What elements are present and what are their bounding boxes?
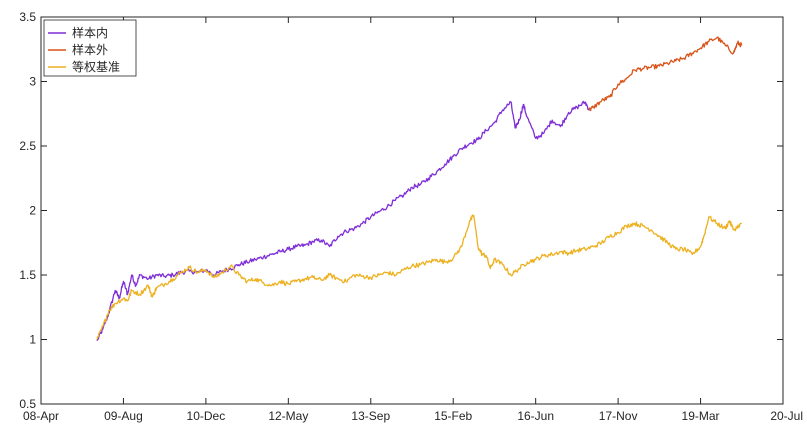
legend-label-out-of-sample: 样本外 <box>72 42 108 57</box>
y-tick-label: 2.5 <box>19 139 36 153</box>
x-tick-label: 12-May <box>268 409 308 423</box>
y-tick-label: 2 <box>29 204 36 218</box>
series-line-1 <box>588 36 743 112</box>
x-tick-label: 20-Jul <box>770 409 803 423</box>
y-tick-label: 0.5 <box>19 397 36 411</box>
x-tick-label: 17-Nov <box>599 409 638 423</box>
legend-label-in-sample: 样本内 <box>72 25 108 40</box>
legend: 样本内 样本外 等权基准 <box>43 19 137 77</box>
y-tick-label: 1 <box>29 333 36 347</box>
series-line-2 <box>96 214 742 340</box>
y-tick-label: 3.5 <box>19 10 36 24</box>
y-tick-label: 3 <box>29 75 36 89</box>
series-layer <box>96 36 743 341</box>
x-tick-label: 16-Jun <box>517 409 554 423</box>
x-tick-label: 09-Aug <box>104 409 143 423</box>
series-line-0 <box>96 100 590 341</box>
x-tick-label: 19-Mar <box>682 409 720 423</box>
y-tick-label: 1.5 <box>19 268 36 282</box>
x-tick-label: 10-Dec <box>187 409 226 423</box>
x-tick-label: 08-Apr <box>23 409 59 423</box>
x-tick-label: 13-Sep <box>351 409 390 423</box>
x-tick-label: 15-Feb <box>434 409 472 423</box>
legend-label-benchmark: 等权基准 <box>72 60 120 74</box>
axis-layer: 0.5 1 1.5 2 2.5 3 3.5 08-Apr 09-Aug 10-Dec 12-May 1… <box>19 10 803 423</box>
plot-background <box>41 17 783 404</box>
